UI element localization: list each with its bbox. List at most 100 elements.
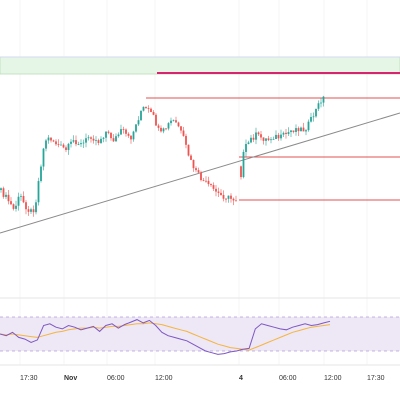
candle[interactable] [317,103,320,109]
candle[interactable] [72,140,75,142]
candle[interactable] [247,142,250,145]
candle[interactable] [260,134,262,138]
candle[interactable] [252,137,255,140]
candle[interactable] [262,137,265,141]
candle[interactable] [245,144,247,152]
candle[interactable] [265,138,267,141]
candle[interactable] [85,138,87,143]
candle[interactable] [42,148,45,167]
candle[interactable] [140,110,142,121]
candle[interactable] [15,205,17,209]
candle[interactable] [77,144,80,145]
candle[interactable] [7,194,10,202]
candle[interactable] [90,137,92,139]
candle[interactable] [80,143,82,145]
candle[interactable] [255,132,257,140]
candle[interactable] [5,194,7,197]
candle[interactable] [272,139,275,140]
candle[interactable] [195,168,197,171]
candle[interactable] [197,170,200,173]
candle[interactable] [177,122,180,127]
candle[interactable] [47,137,50,141]
candle[interactable] [32,209,35,213]
candle[interactable] [242,151,245,178]
candle[interactable] [67,143,70,150]
candle[interactable] [230,195,232,199]
candle[interactable] [200,172,202,181]
candle[interactable] [145,106,147,109]
candle[interactable] [110,132,112,139]
candle[interactable] [120,129,122,135]
candle[interactable] [137,120,140,125]
candle[interactable] [35,202,37,213]
candle[interactable] [300,127,302,132]
candle[interactable] [322,96,325,103]
candle[interactable] [290,130,292,133]
candle[interactable] [202,180,205,181]
candle[interactable] [167,123,170,129]
candle[interactable] [282,132,285,135]
candle[interactable] [160,127,162,132]
candle[interactable] [320,102,322,104]
candle[interactable] [132,131,135,140]
candle[interactable] [175,120,177,123]
candle[interactable] [182,130,185,136]
candle[interactable] [250,137,252,143]
candle[interactable] [62,144,65,148]
candle[interactable] [170,120,172,124]
candle[interactable] [147,108,150,109]
candle[interactable] [297,128,300,132]
candle[interactable] [180,126,182,131]
candle[interactable] [162,128,165,132]
candle[interactable] [295,128,297,132]
candle[interactable] [225,198,227,200]
candle[interactable] [97,140,100,143]
candle[interactable] [135,124,137,132]
candle[interactable] [310,117,312,122]
candle[interactable] [235,200,237,202]
candle[interactable] [52,140,55,142]
candle[interactable] [205,180,207,182]
candle[interactable] [75,140,77,145]
candle[interactable] [102,137,105,139]
candle[interactable] [215,188,217,192]
candle[interactable] [107,131,110,133]
candle[interactable] [270,139,272,141]
candle[interactable] [12,204,15,209]
candle[interactable] [27,209,30,212]
candle[interactable] [210,184,212,186]
candle[interactable] [227,195,230,199]
candle[interactable] [125,129,127,134]
candle[interactable] [190,155,192,160]
candle[interactable] [50,137,52,141]
candle[interactable] [122,129,125,130]
candle[interactable] [115,136,117,142]
candle[interactable] [157,125,160,128]
candle[interactable] [70,141,72,144]
candle[interactable] [305,130,307,132]
candle[interactable] [0,188,2,190]
candle[interactable] [130,135,132,140]
candle[interactable] [222,194,225,199]
candle[interactable] [65,147,67,150]
candle[interactable] [217,191,220,193]
candle[interactable] [95,140,97,141]
candle[interactable] [10,201,12,205]
candle[interactable] [172,120,175,122]
candle[interactable] [312,116,315,118]
candle[interactable] [22,195,25,203]
candle[interactable] [40,166,42,182]
candle[interactable] [165,128,167,130]
candle[interactable] [150,108,152,113]
candle[interactable] [192,159,195,169]
candle[interactable] [220,192,222,195]
candle[interactable] [60,144,62,146]
candle[interactable] [212,185,215,189]
candle[interactable] [25,202,27,210]
candle[interactable] [315,108,317,117]
candle[interactable] [187,144,190,156]
candle[interactable] [280,134,282,139]
candle[interactable] [307,121,310,131]
candle[interactable] [142,106,145,111]
candle[interactable] [117,134,120,137]
